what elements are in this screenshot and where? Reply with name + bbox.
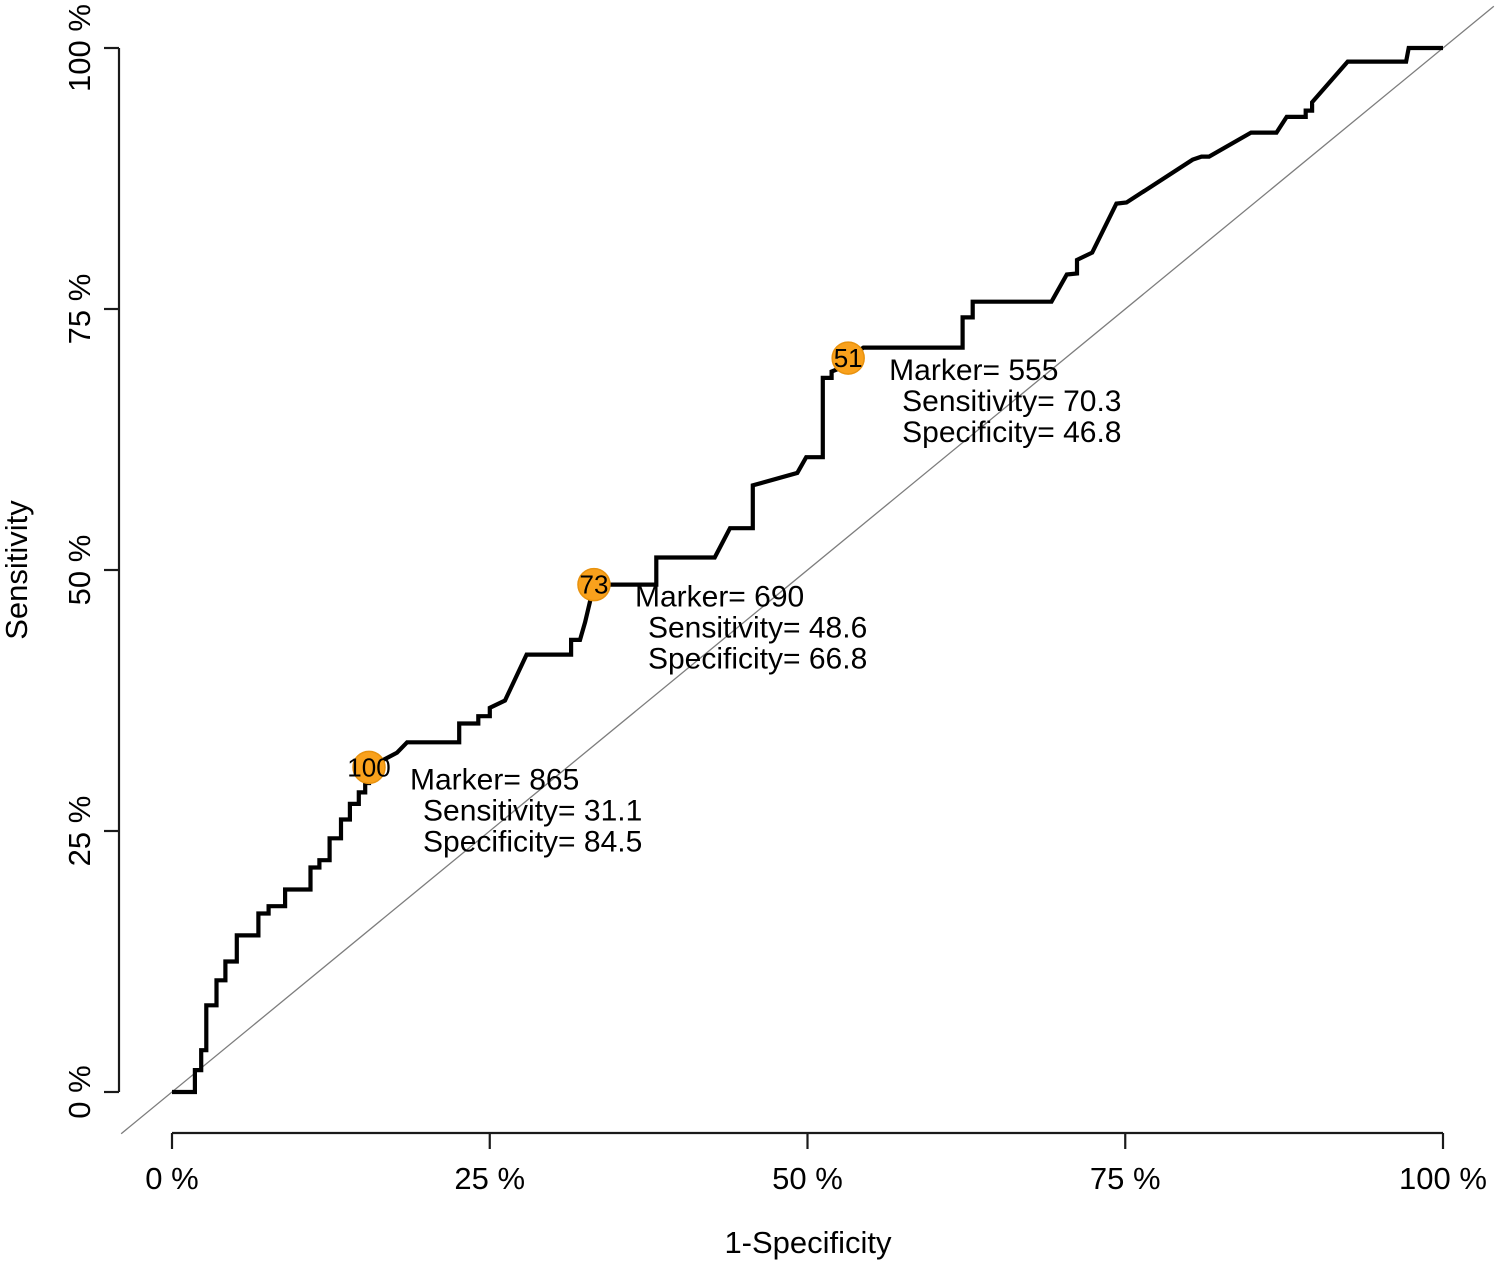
cutoff-marker-number: 51 <box>834 343 863 373</box>
x-tick-label: 25 % <box>454 1161 525 1196</box>
marker-annotation-line: Marker= 865 <box>410 763 579 796</box>
axes: 0 % 25 % 50 % 75 % 100 % 0 % 25 % 50 % 75 % 100 % <box>62 4 1487 1196</box>
y-tick-label: 100 % <box>62 4 97 92</box>
marker-annotation-line: Sensitivity= 48.6 <box>648 612 867 645</box>
cutoff-marker-point <box>352 750 386 785</box>
cutoff-marker-number: 73 <box>580 570 609 600</box>
y-tick-label: 25 % <box>62 796 97 867</box>
cutoff-markers-group: 100 73 51 <box>347 341 865 785</box>
marker-annotation-line: Marker= 555 <box>889 354 1058 387</box>
y-tick-label: 50 % <box>62 535 97 606</box>
cutoff-marker-point <box>577 567 611 602</box>
marker-annotation-line: Sensitivity= 70.3 <box>902 385 1121 418</box>
cutoff-marker-number: 100 <box>347 752 390 782</box>
marker-annotation-line: Specificity= 46.8 <box>902 416 1121 449</box>
marker-annotation-line: Sensitivity= 31.1 <box>423 794 642 827</box>
x-tick-label: 100 % <box>1399 1161 1487 1196</box>
x-tick-label: 75 % <box>1090 1161 1161 1196</box>
x-tick-label: 0 % <box>145 1161 198 1196</box>
reference-diagonal-group <box>120 5 1495 1135</box>
marker-annotation-line: Specificity= 84.5 <box>423 825 642 858</box>
marker-annotation-line: Specificity= 66.8 <box>648 643 867 676</box>
roc-curve-group <box>172 45 1443 1095</box>
y-tick-label: 0 % <box>62 1065 97 1118</box>
y-axis-title: Sensitivity <box>0 500 34 640</box>
cutoff-marker-point <box>831 341 865 375</box>
marker-annotation-line: Marker= 690 <box>635 581 804 614</box>
roc-curve-path <box>172 45 1443 1095</box>
x-axis-title: 1-Specificity <box>724 1225 892 1260</box>
reference-diagonal-line <box>120 5 1495 1135</box>
x-tick-label: 50 % <box>772 1161 843 1196</box>
y-tick-label: 75 % <box>62 274 97 345</box>
